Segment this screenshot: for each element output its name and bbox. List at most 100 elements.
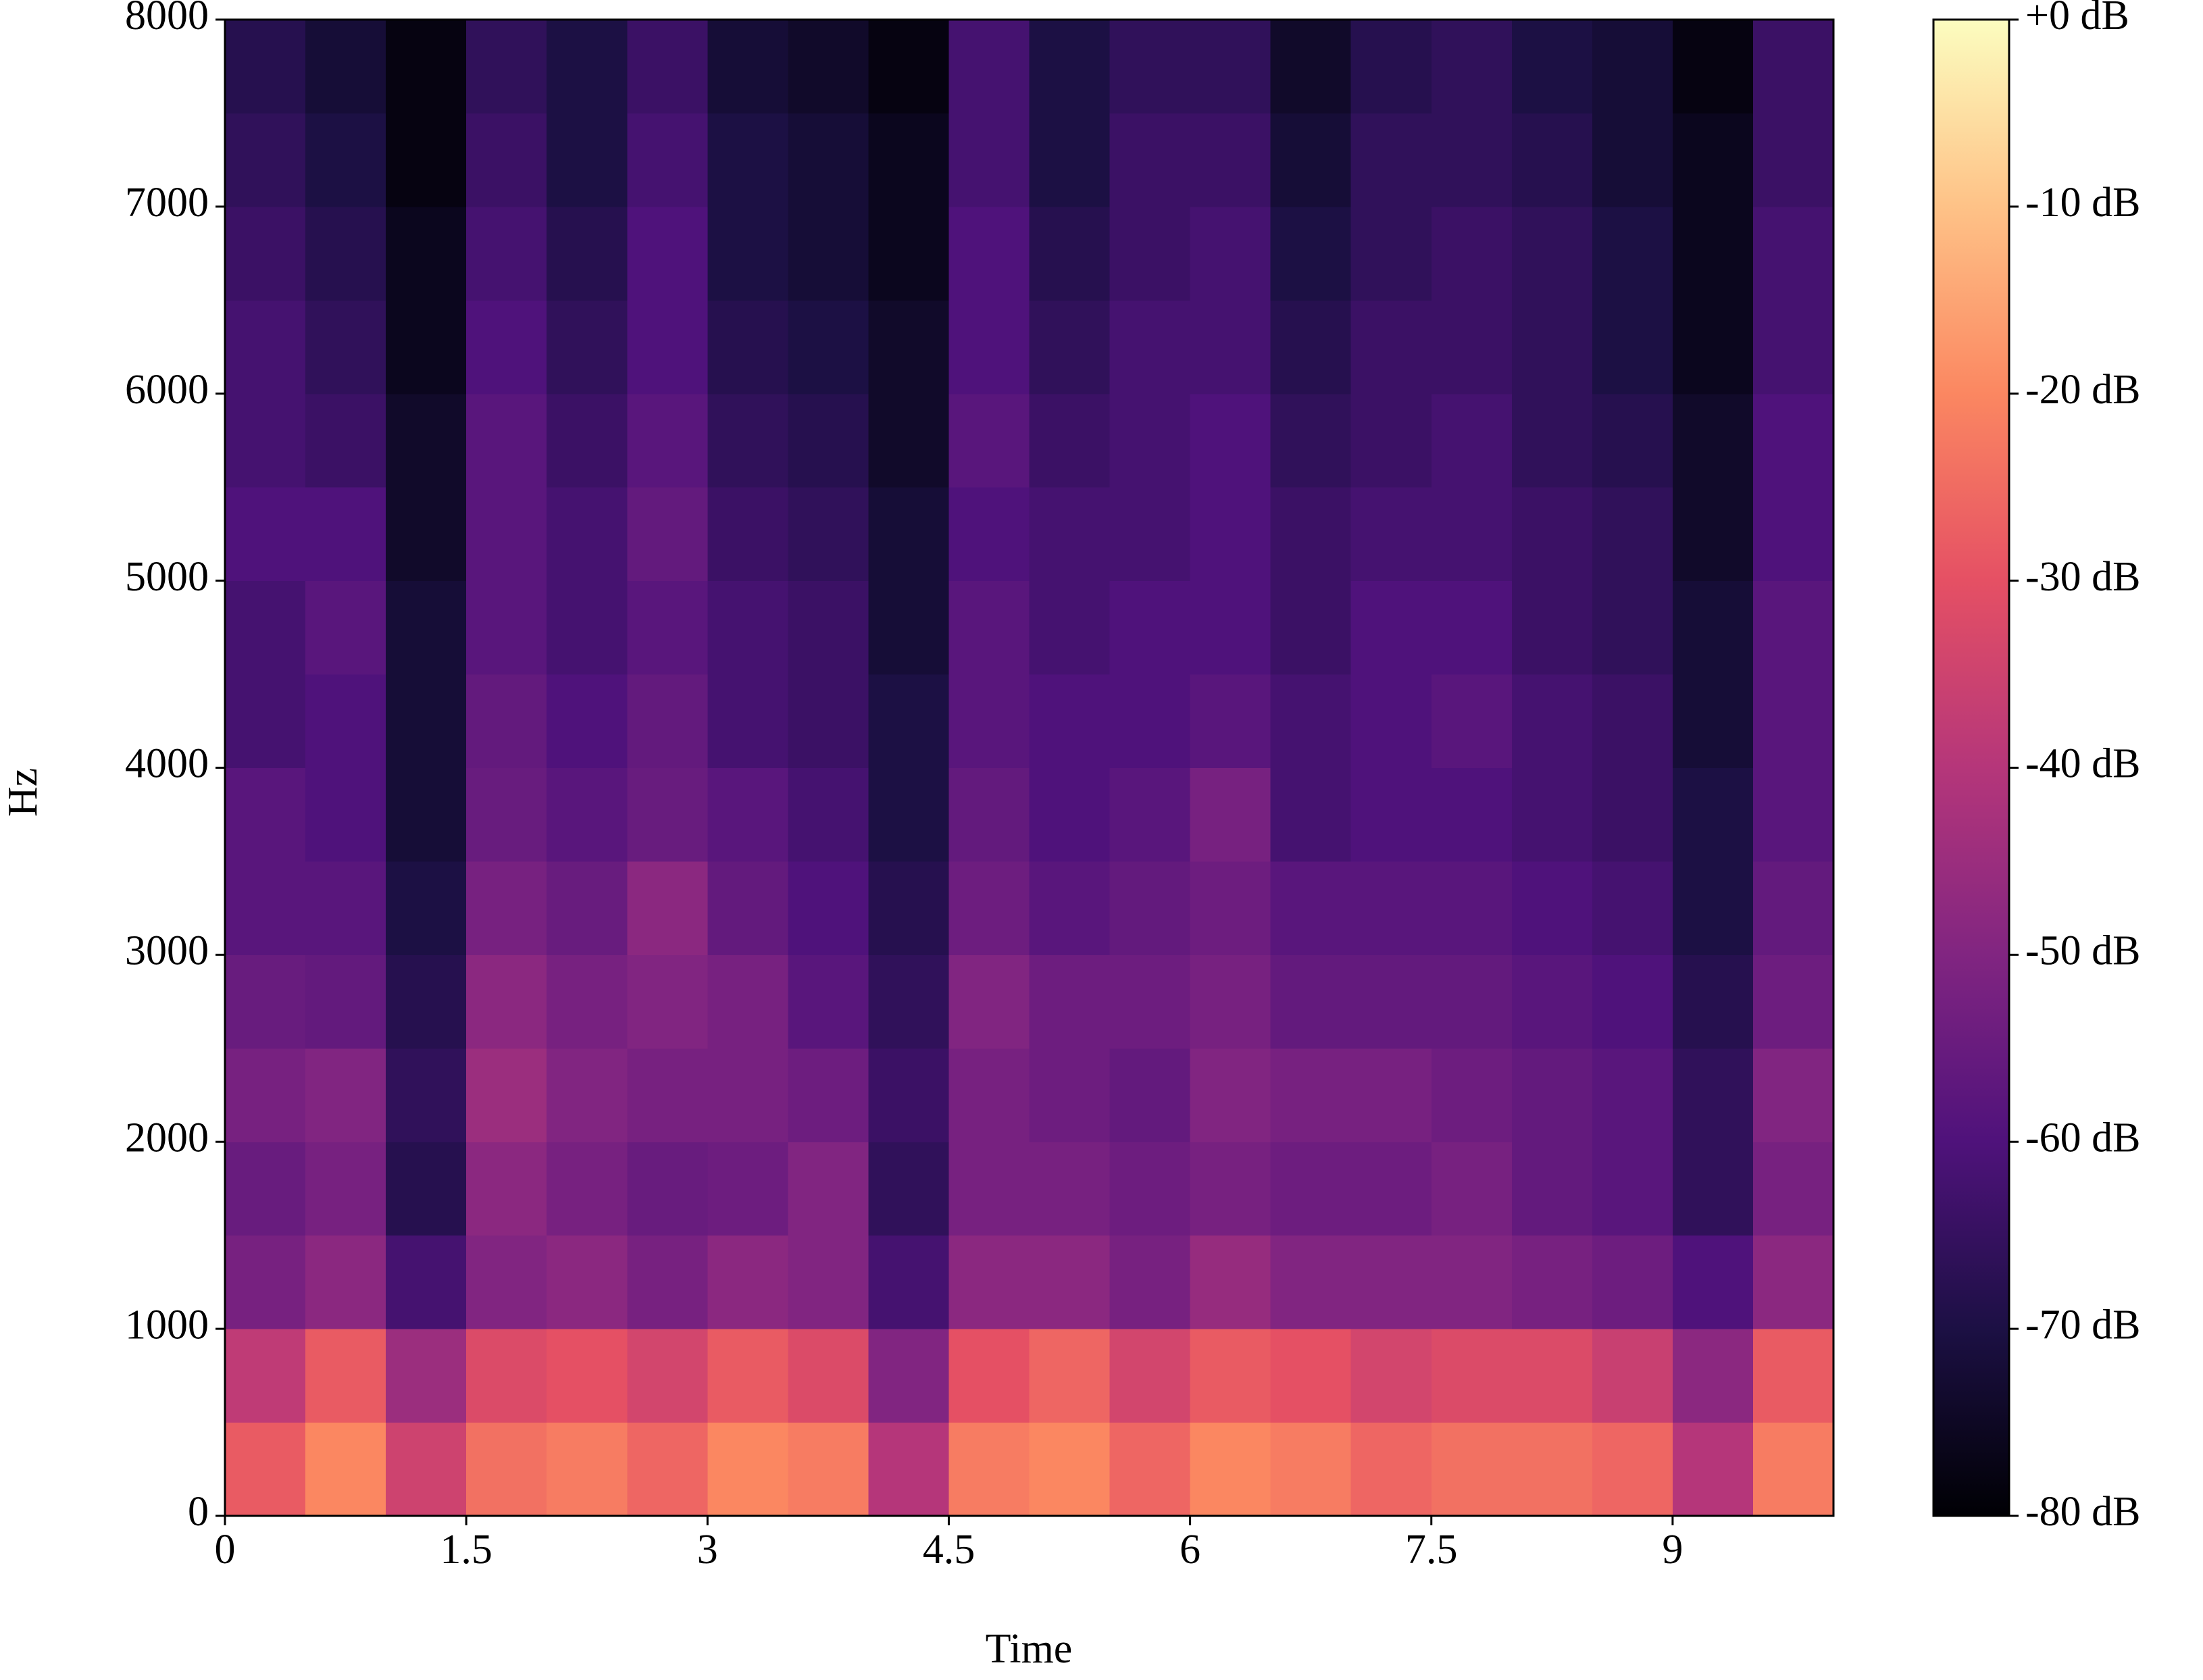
cell: [1431, 300, 1513, 394]
cell: [547, 1235, 628, 1329]
cell: [1029, 1142, 1111, 1236]
cell: [305, 393, 386, 488]
y-tick-label: 4000: [125, 741, 209, 787]
cell: [1752, 300, 1834, 394]
cell: [466, 300, 547, 394]
cell: [1752, 20, 1834, 113]
cell: [1270, 393, 1352, 488]
cell: [1350, 674, 1432, 768]
cell: [1350, 954, 1432, 1049]
cell: [1109, 393, 1191, 488]
cell: [1109, 861, 1191, 955]
cell: [1431, 954, 1513, 1049]
cell: [386, 393, 467, 488]
x-tick-label: 3: [697, 1527, 718, 1573]
y-tick-label: 6000: [125, 367, 209, 413]
cell: [1431, 393, 1513, 488]
cell: [1029, 1235, 1111, 1329]
cell: [1592, 767, 1673, 862]
cell: [225, 1142, 306, 1236]
cell: [1190, 300, 1271, 394]
cell: [627, 206, 708, 301]
cell: [1752, 1235, 1834, 1329]
cell: [1592, 1142, 1673, 1236]
cell: [305, 487, 386, 582]
cell: [466, 487, 547, 582]
cell: [305, 861, 386, 955]
cell: [1190, 1048, 1271, 1142]
cell: [707, 393, 788, 488]
cell: [948, 1048, 1030, 1142]
cell: [386, 954, 467, 1049]
cell: [788, 1235, 869, 1329]
cell: [948, 954, 1030, 1049]
cell: [547, 206, 628, 301]
cell: [466, 206, 547, 301]
cell: [305, 206, 386, 301]
cell: [1109, 1048, 1191, 1142]
cell: [225, 1235, 306, 1329]
cell: [305, 580, 386, 675]
cell: [1431, 1048, 1513, 1142]
cell: [1511, 1235, 1593, 1329]
cell: [1190, 954, 1271, 1049]
cell: [225, 20, 306, 113]
cell: [305, 300, 386, 394]
cell: [1592, 1235, 1673, 1329]
cell: [1029, 300, 1111, 394]
cell: [1190, 580, 1271, 675]
cell: [386, 1048, 467, 1142]
cell: [547, 20, 628, 113]
cell: [1270, 767, 1352, 862]
cell: [466, 767, 547, 862]
cell: [627, 674, 708, 768]
cell: [868, 767, 949, 862]
cell: [948, 300, 1030, 394]
y-tick-label: 0: [188, 1489, 209, 1535]
cell: [225, 580, 306, 675]
cell: [1350, 1142, 1432, 1236]
cell: [1350, 1048, 1432, 1142]
cell: [868, 674, 949, 768]
cell: [225, 300, 306, 394]
cell: [1431, 206, 1513, 301]
cell: [1592, 300, 1673, 394]
cell: [1752, 1048, 1834, 1142]
cell: [1029, 1329, 1111, 1423]
cell: [868, 1048, 949, 1142]
cell: [1270, 861, 1352, 955]
cell: [1270, 487, 1352, 582]
cell: [466, 1142, 547, 1236]
cell: [707, 1329, 788, 1423]
cell: [948, 393, 1030, 488]
cell: [788, 861, 869, 955]
cell: [1672, 393, 1754, 488]
colorbar-tick-label: +0 dB: [2025, 0, 2129, 39]
colorbar-tick-label: -30 dB: [2025, 554, 2141, 600]
cell: [707, 1048, 788, 1142]
cell: [547, 767, 628, 862]
cell: [948, 861, 1030, 955]
cell: [1350, 487, 1432, 582]
cell: [1029, 20, 1111, 113]
cell: [1270, 1142, 1352, 1236]
cell: [1029, 113, 1111, 207]
cell: [1511, 113, 1593, 207]
cell: [1592, 580, 1673, 675]
cell: [707, 487, 788, 582]
cell: [1190, 487, 1271, 582]
cell: [1431, 113, 1513, 207]
cell: [868, 861, 949, 955]
x-tick-label: 1.5: [440, 1527, 492, 1573]
cell: [948, 113, 1030, 207]
cell: [1511, 300, 1593, 394]
cell: [1592, 206, 1673, 301]
x-tick-label: 7.5: [1405, 1527, 1458, 1573]
cell: [1029, 861, 1111, 955]
cell: [1029, 487, 1111, 582]
cell: [547, 861, 628, 955]
cell: [868, 1329, 949, 1423]
spectrogram: [225, 20, 1834, 1517]
cell: [707, 954, 788, 1049]
cell: [707, 1142, 788, 1236]
